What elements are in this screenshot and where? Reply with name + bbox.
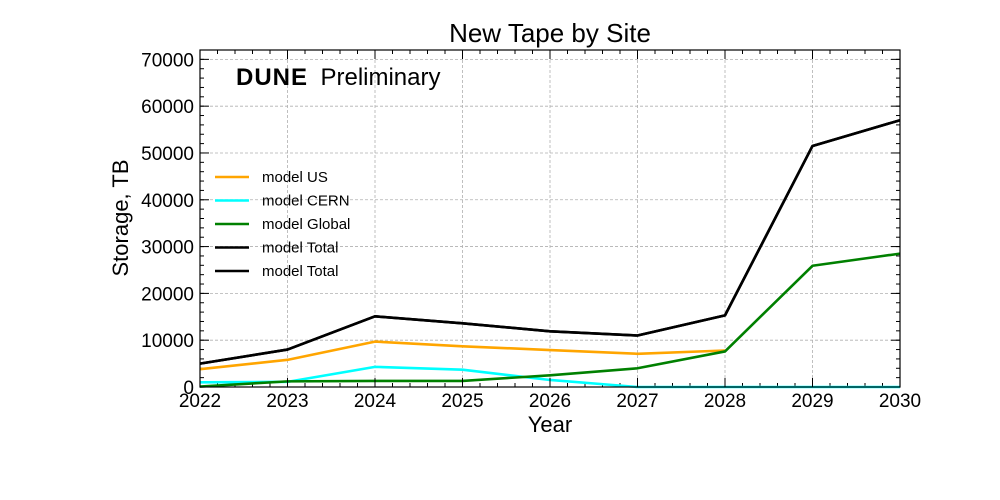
x-tick-label: 2029 — [791, 391, 833, 412]
legend-label: model Total — [262, 240, 338, 257]
legend-label: model US — [262, 169, 328, 186]
chart-title: New Tape by Site — [449, 18, 651, 48]
series-line-model-total-4 — [199, 118, 901, 365]
y-tick-label: 60000 — [141, 97, 194, 118]
y-tick-label: 20000 — [141, 284, 194, 305]
y-tick-label: 50000 — [141, 144, 194, 165]
y-ticks: 0 10000 20000 30000 40000 50000 60000 70000 — [141, 50, 900, 399]
watermark-bold: DUNE — [236, 64, 308, 91]
y-axis-label: Storage, TB — [108, 160, 133, 277]
legend-label: model CERN — [262, 193, 350, 210]
y-tick-label: 40000 — [141, 191, 194, 212]
x-tick-label: 2028 — [704, 391, 746, 412]
x-tick-label: 2024 — [354, 391, 397, 412]
series-line-model-us-0 — [199, 340, 726, 371]
legend-label: model Total — [262, 263, 338, 280]
x-tick-label: 2027 — [616, 391, 658, 412]
watermark: DUNE Preliminary — [236, 64, 441, 91]
y-tick-label: 30000 — [141, 238, 194, 259]
y-tick-label: 70000 — [141, 50, 194, 71]
x-ticks: 2022 2023 2024 2025 2026 2027 2028 2029 2030 — [179, 50, 921, 412]
series-line-model-global-2 — [199, 252, 901, 388]
x-tick-label: 2030 — [879, 391, 921, 412]
y-tick-label: 10000 — [141, 331, 194, 352]
x-tick-label: 2023 — [266, 391, 308, 412]
watermark-text: Preliminary — [320, 64, 440, 91]
x-axis-label: Year — [528, 412, 572, 437]
y-tick-label: 0 — [183, 378, 194, 399]
legend: model US model CERN model Global model Tota… — [215, 169, 350, 280]
legend-label: model Global — [262, 216, 350, 233]
x-tick-label: 2026 — [529, 391, 571, 412]
x-tick-label: 2025 — [441, 391, 483, 412]
x-tick-label: 2022 — [179, 391, 221, 412]
